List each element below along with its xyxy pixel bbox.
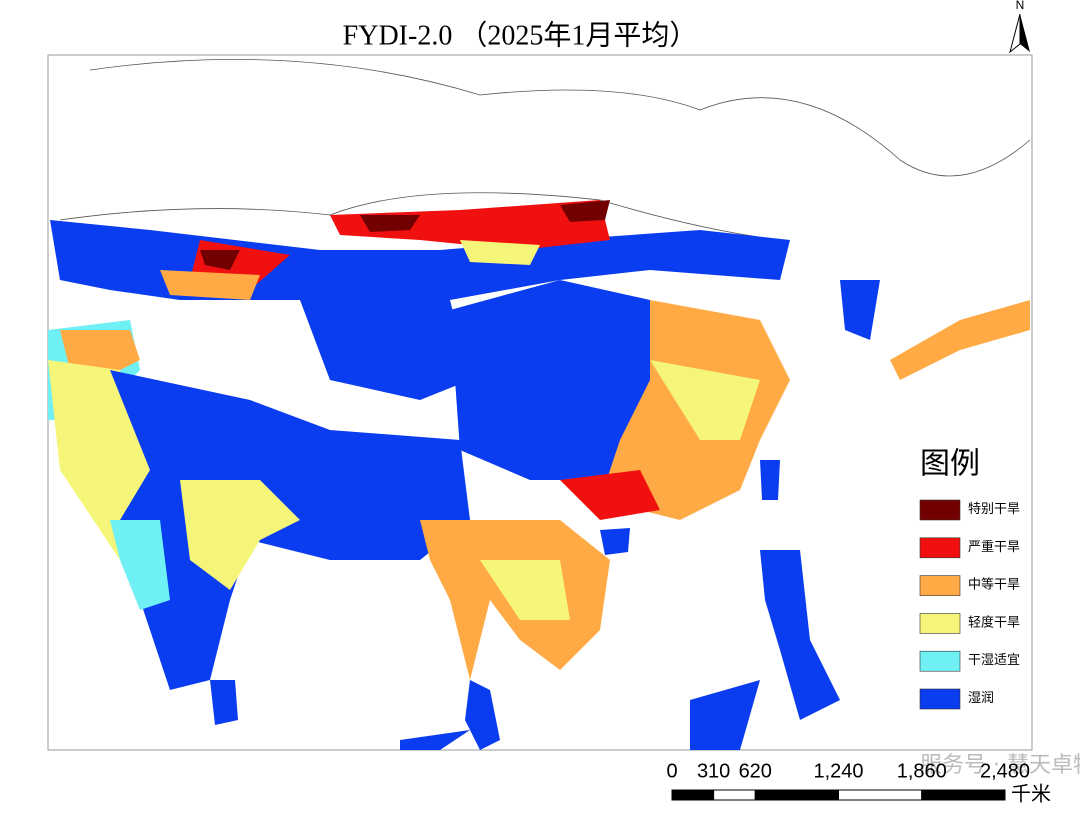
scale-segment — [754, 789, 839, 801]
boundary — [89, 59, 1031, 177]
scale-label: 0 — [666, 760, 677, 782]
drought-region — [330, 200, 610, 250]
watermark: 服务号 · 慧天卓特 — [920, 753, 1080, 778]
scale-label: 620 — [739, 760, 772, 782]
north-arrow: N — [1009, 0, 1030, 54]
drought-region — [110, 370, 470, 690]
legend-label: 干湿适宜 — [968, 652, 1020, 667]
drought-region — [650, 360, 760, 440]
drought-region — [890, 300, 1030, 380]
drought-region — [760, 460, 780, 500]
drought-region — [560, 470, 660, 520]
drought-region — [480, 560, 570, 620]
drought-region — [300, 300, 470, 400]
drought-region — [180, 480, 300, 590]
map-area — [48, 59, 1031, 750]
scale-segment — [838, 789, 923, 801]
legend-swatch — [919, 650, 961, 672]
legend-title: 图例 — [920, 447, 980, 482]
scale-segment — [713, 789, 756, 801]
north-arrow-right — [1020, 14, 1030, 52]
drought-region — [160, 270, 260, 300]
legend-label: 中等干旱 — [968, 577, 1020, 592]
drought-region — [400, 730, 470, 750]
scale-label: 1,240 — [813, 760, 863, 782]
legend-swatch — [919, 613, 961, 634]
drought-region — [450, 280, 650, 480]
legend-swatch — [919, 688, 961, 710]
drought-region — [760, 550, 840, 720]
drought-region — [110, 520, 170, 610]
scale-label: 1,860 — [897, 760, 947, 782]
scale-segment — [921, 789, 1006, 801]
scale-label: 310 — [697, 760, 730, 782]
scale-segment — [671, 789, 715, 801]
drought-region — [460, 240, 540, 265]
scale-label: 2,480 — [980, 760, 1030, 782]
legend-swatch — [919, 537, 961, 559]
drought-region — [210, 680, 238, 725]
legend-swatch — [919, 575, 961, 596]
drought-region — [200, 250, 240, 270]
legend-label: 严重干旱 — [968, 539, 1020, 554]
drought-region — [360, 215, 420, 232]
drought-region — [560, 200, 610, 222]
legend-label: 轻度干旱 — [968, 614, 1020, 629]
scale-unit: 千米 — [1011, 782, 1051, 806]
map-title: FYDI-2.0 （2025年1月平均） — [343, 19, 698, 51]
legend-swatch — [919, 499, 961, 521]
drought-region — [465, 680, 500, 750]
boundary — [59, 192, 781, 241]
legend-label: 湿润 — [968, 690, 994, 705]
north-label: N — [1016, 0, 1025, 12]
legend-label: 特别干旱 — [968, 501, 1020, 516]
drought-region — [600, 528, 630, 555]
drought-region — [690, 680, 760, 750]
drought-region — [840, 280, 880, 340]
